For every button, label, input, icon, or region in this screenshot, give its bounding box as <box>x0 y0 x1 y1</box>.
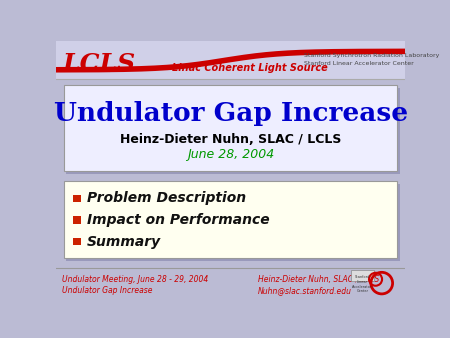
Bar <box>56 41 405 79</box>
Text: Problem Description: Problem Description <box>87 191 247 206</box>
Text: Heinz-Dieter Nuhn, SLAC / LCLS: Heinz-Dieter Nuhn, SLAC / LCLS <box>258 275 379 284</box>
Text: Linac Coherent Light Source: Linac Coherent Light Source <box>172 63 328 73</box>
Bar <box>66 184 400 261</box>
Text: Impact on Performance: Impact on Performance <box>87 213 270 227</box>
Text: LCLS: LCLS <box>63 52 135 76</box>
Bar <box>64 85 397 171</box>
Bar <box>73 195 81 202</box>
Text: Undulator Meeting, June 28 - 29, 2004: Undulator Meeting, June 28 - 29, 2004 <box>63 275 209 284</box>
Bar <box>66 88 400 174</box>
Text: June 28, 2004: June 28, 2004 <box>187 148 274 161</box>
Text: Stanford
Linear
Accelerator
Center: Stanford Linear Accelerator Center <box>352 275 373 293</box>
Text: Undulator Gap Increase: Undulator Gap Increase <box>54 101 408 126</box>
Text: Heinz-Dieter Nuhn, SLAC / LCLS: Heinz-Dieter Nuhn, SLAC / LCLS <box>120 132 341 146</box>
Bar <box>73 238 81 245</box>
Text: Nuhn@slac.stanford.edu: Nuhn@slac.stanford.edu <box>258 286 352 295</box>
Text: Undulator Gap Increase: Undulator Gap Increase <box>63 286 153 295</box>
Text: Stanford Linear Accelerator Center: Stanford Linear Accelerator Center <box>304 61 414 66</box>
Text: Stanford Synchrotron Radiation Laboratory: Stanford Synchrotron Radiation Laborator… <box>304 53 440 58</box>
Bar <box>351 270 374 281</box>
Bar <box>73 216 81 224</box>
Text: Summary: Summary <box>87 235 162 248</box>
Bar <box>64 182 397 259</box>
